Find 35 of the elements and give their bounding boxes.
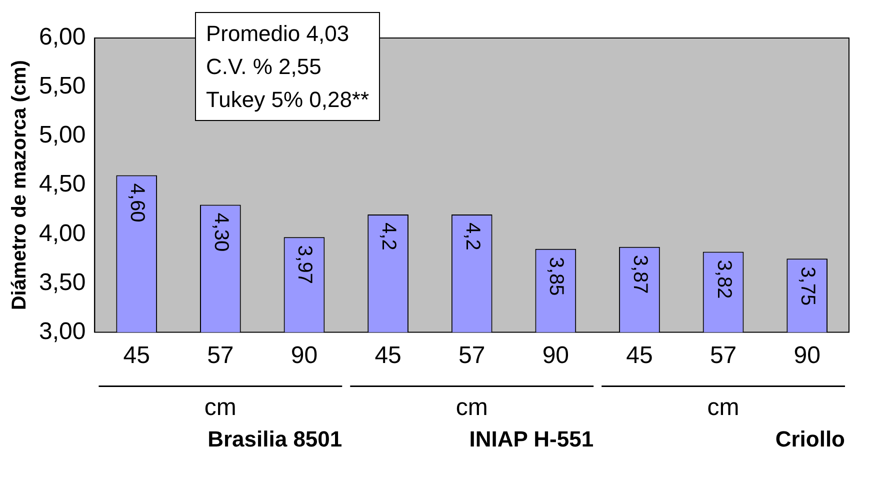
data-label: 3,87 <box>628 254 651 294</box>
y-tick-label: 5,50 <box>38 72 86 100</box>
text: Brasilia 8501 <box>208 426 342 452</box>
x-tick-label: 45 <box>626 342 653 370</box>
data-label: 3,97 <box>294 245 316 284</box>
data-label: 4,2 <box>461 222 484 250</box>
data-label: 4,60 <box>126 183 148 222</box>
x-tick-label: 57 <box>458 342 486 370</box>
annotation: C.V. % 2,55 <box>206 53 322 81</box>
data-label: 3,75 <box>796 266 819 306</box>
text: Criollo <box>775 426 845 452</box>
x-tick-label: 45 <box>123 342 150 370</box>
y-tick-label: 4,00 <box>38 220 86 247</box>
y-axis-title: Diámetro de mazorca (cm) <box>8 60 31 310</box>
y-tick-label: 4,50 <box>38 170 86 198</box>
x-tick-label: 90 <box>794 342 820 370</box>
y-tick-label: 6,00 <box>38 24 86 51</box>
data-label: 3,82 <box>712 260 735 299</box>
text: cm <box>456 394 488 421</box>
text: cm <box>707 394 740 421</box>
x-tick-label: 57 <box>710 342 737 370</box>
text: INIAP H-551 <box>469 426 594 452</box>
y-tick-label: 3,00 <box>38 318 86 345</box>
y-tick-label: 5,00 <box>38 122 86 149</box>
data-label: 4,2 <box>378 222 400 250</box>
annotation: Promedio 4,03 <box>206 20 350 48</box>
y-tick-label: 3,50 <box>38 268 86 296</box>
x-tick-label: 90 <box>542 342 570 370</box>
data-label: 3,85 <box>545 256 568 296</box>
x-tick-label: 90 <box>290 342 318 370</box>
text: cm <box>204 394 236 421</box>
x-tick-label: 57 <box>207 342 234 370</box>
annotation: Tukey 5% 0,28** <box>206 86 370 114</box>
x-tick-label: 45 <box>374 342 402 370</box>
data-label: 4,30 <box>210 212 232 252</box>
